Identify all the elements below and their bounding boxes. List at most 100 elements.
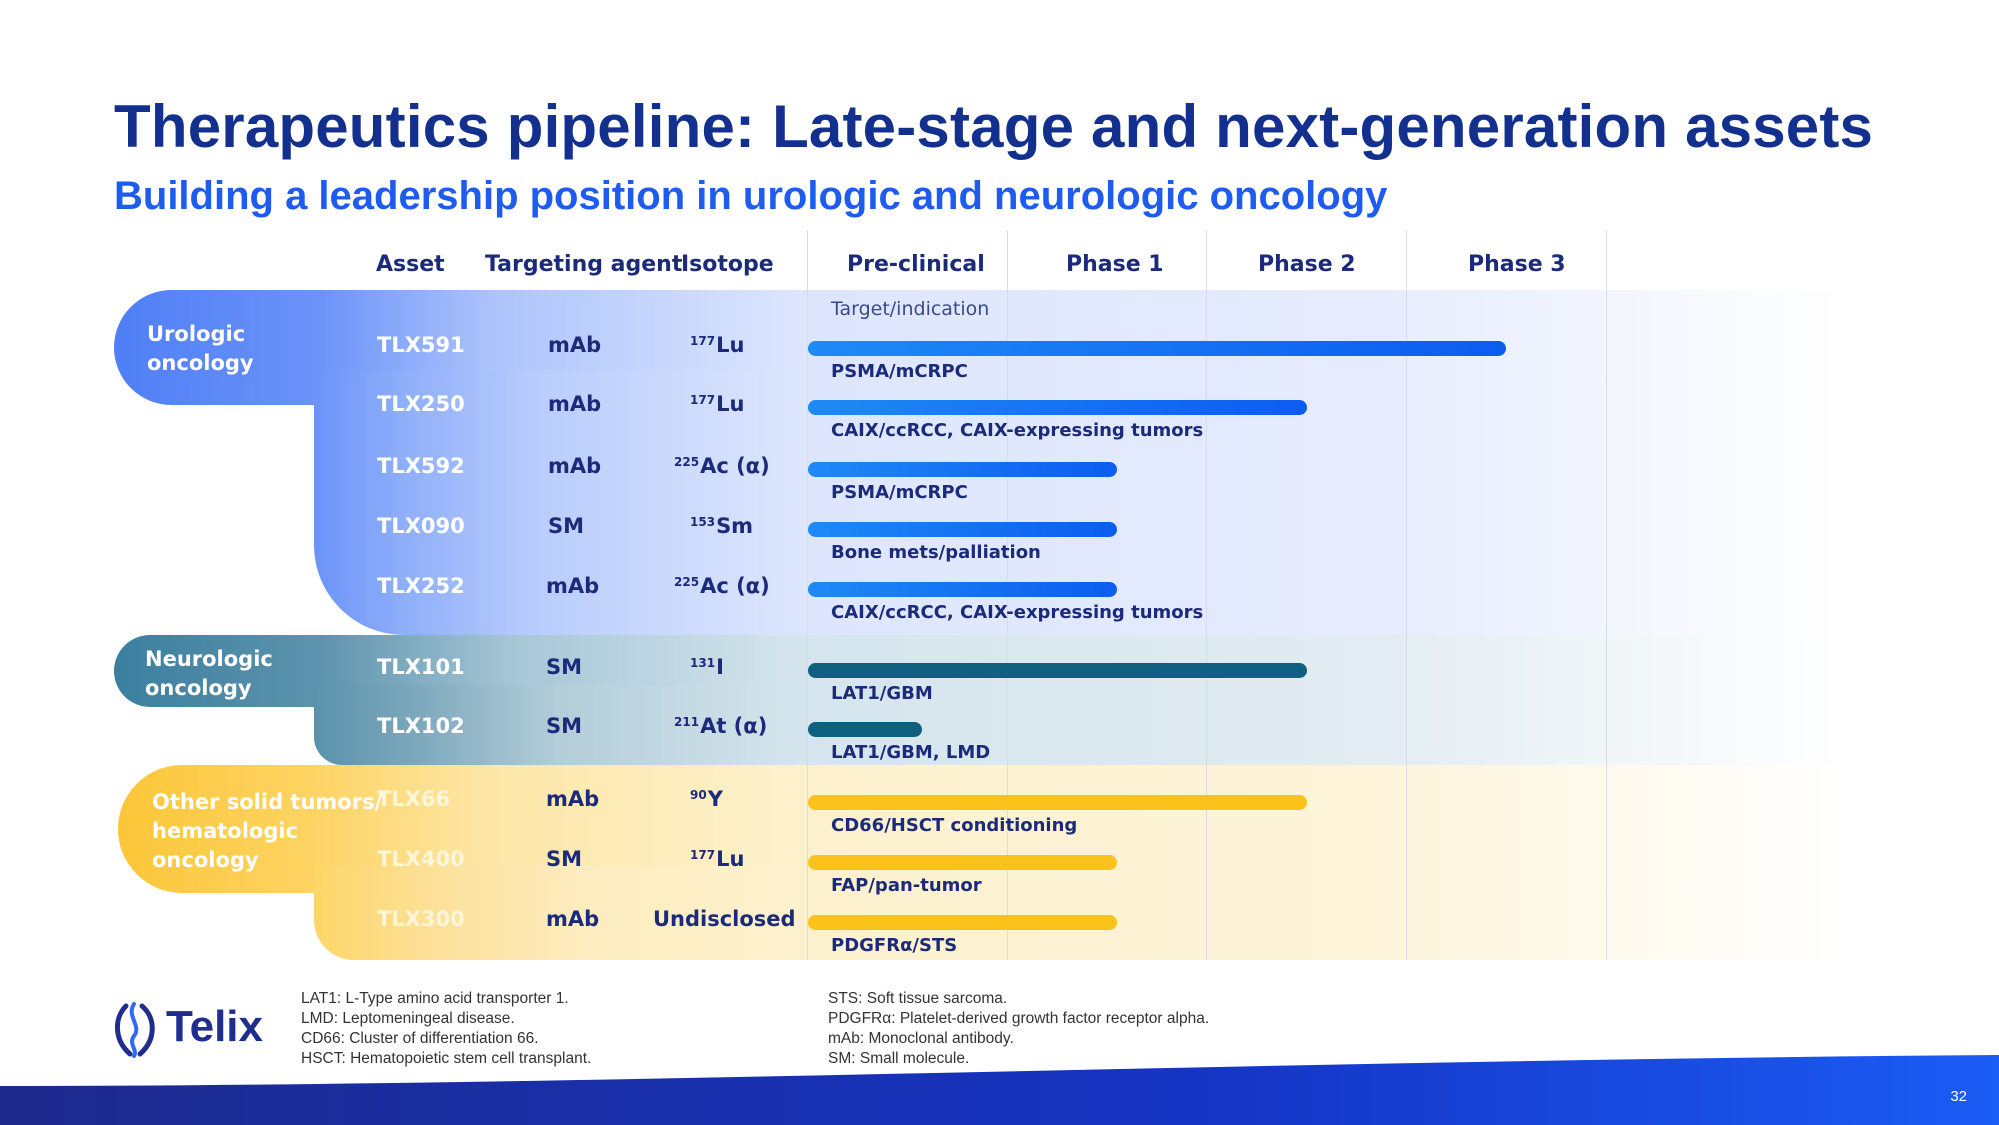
progress-bar (808, 915, 1117, 930)
group-label-urologic: Urologic oncology (147, 322, 254, 375)
asset-name: TLX090 (377, 514, 465, 538)
isotope: 153Sm (690, 514, 753, 538)
asset-name: TLX300 (377, 907, 465, 931)
header-targeting-agent: Targeting agent (485, 252, 683, 277)
footnote: PDGFRα: Platelet-derived growth factor r… (828, 1010, 1210, 1027)
progress-bar (808, 400, 1307, 415)
target-indication: LAT1/GBM, LMD (831, 742, 991, 763)
isotope: 90Y (690, 787, 723, 811)
progress-bar (808, 722, 922, 737)
progress-bar (808, 341, 1506, 356)
isotope: Undisclosed (653, 907, 796, 931)
isotope-symbol: Lu (716, 333, 745, 357)
header-asset: Asset (376, 252, 445, 277)
footer-wave (0, 1055, 1999, 1125)
isotope-mass: 177 (690, 848, 716, 862)
targeting-agent: SM (546, 655, 583, 679)
page-title: Therapeutics pipeline: Late-stage and ne… (114, 93, 1874, 160)
phase-gridline (1406, 230, 1407, 960)
isotope: 177Lu (690, 847, 744, 871)
group-label-neurologic: Neurologic oncology (145, 647, 273, 700)
asset-name: TLX592 (377, 454, 465, 478)
target-indication: CD66/HSCT conditioning (831, 815, 1078, 836)
group-label-other: Other solid tumors/hematologic oncology (152, 790, 383, 872)
asset-name: TLX250 (377, 392, 465, 416)
isotope: 177Lu (690, 333, 744, 357)
header-pre-clinical: Pre-clinical (847, 252, 985, 277)
phase-gridline (1206, 230, 1207, 960)
targeting-agent: mAb (546, 574, 600, 598)
footnotes-right: STS: Soft tissue sarcoma. PDGFRα: Platel… (828, 989, 1209, 1069)
header-isotope: Isotope (681, 252, 774, 277)
isotope-mass: 90 (690, 788, 707, 802)
isotope-mass: 225 (674, 455, 700, 469)
targeting-agent: SM (546, 847, 583, 871)
page-number: 32 (1950, 1088, 1967, 1105)
footnote: LAT1: L-Type amino acid transporter 1. (301, 990, 569, 1007)
target-indication: PSMA/mCRPC (831, 482, 968, 503)
isotope-mass: 177 (690, 334, 716, 348)
isotope-mass: 153 (690, 515, 716, 529)
progress-bar (808, 795, 1307, 810)
neurologic-group-shape (114, 635, 800, 765)
target-indication: CAIX/ccRCC, CAIX-expressing tumors (831, 420, 1204, 441)
urologic-group-shape (114, 290, 800, 635)
telix-logo: Telix (112, 996, 272, 1060)
progress-bar (808, 582, 1117, 597)
targeting-agent: mAb (546, 787, 600, 811)
isotope-mass: 177 (690, 393, 716, 407)
targeting-agent: mAb (548, 333, 602, 357)
isotope-symbol: Lu (716, 847, 745, 871)
targeting-agent: mAb (546, 907, 600, 931)
targeting-agent: mAb (548, 454, 602, 478)
isotope: 225Ac (α) (674, 574, 770, 598)
page-subtitle: Building a leadership position in urolog… (114, 174, 1388, 218)
header-phase-1: Phase 1 (1066, 252, 1164, 277)
phase-gridline (1606, 230, 1607, 960)
asset-name: TLX400 (377, 847, 465, 871)
neurologic-phase-band (800, 635, 1840, 765)
targeting-agent: SM (546, 714, 583, 738)
footnote: SM: Small molecule. (828, 1050, 970, 1067)
other-group-shape (114, 765, 800, 960)
isotope: 211At (α) (674, 714, 767, 738)
isotope-mass: 211 (674, 715, 700, 729)
progress-bar (808, 855, 1117, 870)
isotope-symbol: Sm (716, 514, 754, 538)
asset-name: TLX591 (377, 333, 465, 357)
isotope-symbol: I (716, 655, 724, 679)
target-indication: FAP/pan-tumor (831, 875, 982, 896)
progress-bar (808, 663, 1307, 678)
targeting-agent: mAb (548, 392, 602, 416)
header-phase-2: Phase 2 (1258, 252, 1356, 277)
isotope-mass: 131 (690, 656, 716, 670)
telix-logo-mark-icon (115, 1002, 155, 1058)
footnotes-left: LAT1: L-Type amino acid transporter 1. L… (301, 989, 591, 1069)
target-indication-label: Target/indication (831, 298, 990, 320)
target-indication: Bone mets/palliation (831, 542, 1041, 563)
progress-bar (808, 522, 1117, 537)
isotope: 131I (690, 655, 724, 679)
target-indication: PDGFRα/STS (831, 935, 958, 956)
isotope-symbol: Ac (α) (700, 574, 770, 598)
footnote: CD66: Cluster of differentiation 66. (301, 1030, 539, 1047)
isotope-symbol: Y (707, 787, 723, 811)
target-indication: PSMA/mCRPC (831, 361, 968, 382)
isotope-symbol: Undisclosed (653, 907, 796, 931)
header-phase-3: Phase 3 (1468, 252, 1566, 277)
progress-bar (808, 462, 1117, 477)
target-indication: LAT1/GBM (831, 683, 933, 704)
asset-name: TLX66 (377, 787, 451, 811)
isotope: 225Ac (α) (674, 454, 770, 478)
asset-name: TLX101 (377, 655, 465, 679)
isotope-mass: 225 (674, 575, 700, 589)
footnote: LMD: Leptomeningeal disease. (301, 1010, 515, 1027)
footnote: STS: Soft tissue sarcoma. (828, 990, 1008, 1007)
footnote: mAb: Monoclonal antibody. (828, 1030, 1014, 1047)
asset-name: TLX102 (377, 714, 465, 738)
asset-name: TLX252 (377, 574, 465, 598)
target-indication: CAIX/ccRCC, CAIX-expressing tumors (831, 602, 1204, 623)
phase-gridline (807, 230, 808, 960)
isotope-symbol: Ac (α) (700, 454, 770, 478)
isotope-symbol: Lu (716, 392, 745, 416)
